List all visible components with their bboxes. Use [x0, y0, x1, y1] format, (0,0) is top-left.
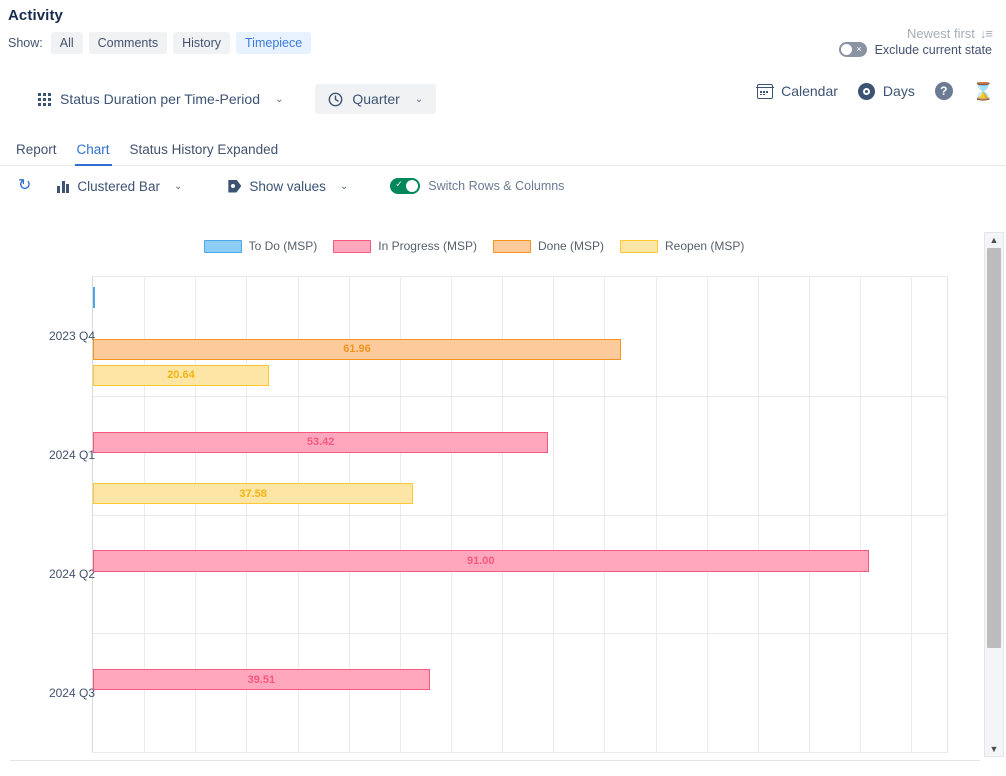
filter-chip-comments[interactable]: Comments [88, 32, 168, 54]
tag-icon [228, 179, 242, 193]
category-axis-label: 2024 Q3 [48, 685, 95, 700]
sort-order-label: Newest first [907, 26, 975, 41]
category-separator [93, 514, 947, 516]
exclude-current-state-toggle[interactable]: × [838, 42, 867, 57]
legend-label: Reopen (MSP) [665, 239, 745, 253]
switch-rows-columns-toggle[interactable]: ✓ [390, 178, 421, 194]
chevron-down-icon: ⌄ [173, 180, 183, 192]
chart-panel: To Do (MSP) In Progress (MSP) Done (MSP) Re… [0, 228, 1006, 760]
report-type-selector[interactable]: Status Duration per Time-Period ⌄ [28, 85, 293, 113]
chart-bar[interactable]: 20.64 [93, 364, 269, 386]
view-tabs: Report Chart Status History Expanded [0, 142, 1006, 166]
page-title: Activity [8, 7, 63, 24]
chart-legend: To Do (MSP) In Progress (MSP) Done (MSP) Re… [0, 228, 948, 264]
legend-item[interactable]: Done (MSP) [492, 239, 605, 253]
activity-filter-row: Show: All Comments History Timepiece [8, 32, 1006, 54]
scroll-up-arrow-icon[interactable]: ▲ [989, 235, 999, 245]
legend-item[interactable]: Reopen (MSP) [620, 239, 744, 253]
chart-bar[interactable]: 91.00 [93, 550, 869, 572]
units-button[interactable]: Days [857, 82, 915, 100]
chevron-down-icon: ⌄ [339, 180, 349, 192]
legend-label: In Progress (MSP) [378, 239, 477, 253]
target-icon [857, 82, 875, 100]
refresh-icon: ↺ [18, 177, 32, 194]
refresh-button[interactable]: ↺ [18, 177, 32, 194]
bar-value-label: 53.42 [306, 436, 335, 449]
legend-label: To Do (MSP) [248, 239, 318, 253]
bar-value-label: 20.64 [167, 369, 195, 382]
switch-rows-columns-control[interactable]: ✓ Switch Rows & Columns [390, 178, 564, 194]
scroll-down-arrow-icon[interactable]: ▼ [989, 744, 999, 754]
chart-vertical-scrollbar[interactable]: ▲ ▼ [984, 232, 1004, 757]
legend-swatch [333, 239, 372, 253]
show-values-selector[interactable]: Show values ⌄ [228, 179, 348, 194]
sort-order-control[interactable]: Newest first ↓≡ [907, 26, 993, 41]
show-values-label: Show values [249, 178, 326, 194]
sort-descending-icon: ↓≡ [979, 26, 993, 41]
legend-label: Done (MSP) [537, 239, 605, 253]
help-icon[interactable]: ? [934, 82, 953, 100]
exclude-current-state-label: Exclude current state [874, 42, 992, 57]
tab-status-history-expanded[interactable]: Status History Expanded [129, 142, 279, 157]
calendar-icon [756, 83, 774, 99]
category-axis-label: 2023 Q4 [48, 329, 95, 344]
toggle-check-icon: ✓ [395, 179, 403, 189]
chart-bar[interactable]: 37.58 [93, 483, 414, 505]
toggle-knob [406, 180, 419, 192]
category-separator [93, 395, 947, 397]
calendar-label: Calendar [781, 83, 838, 99]
period-selector[interactable]: Quarter ⌄ [315, 84, 437, 114]
legend-swatch [203, 239, 242, 253]
chart-type-selector[interactable]: Clustered Bar ⌄ [57, 179, 182, 194]
report-type-label: Status Duration per Time-Period [60, 91, 260, 107]
clock-icon [328, 92, 343, 106]
timepiece-toolbar: Status Duration per Time-Period ⌄ Quarte… [0, 78, 1006, 120]
bar-value-label: 39.51 [247, 673, 276, 686]
chart-bar[interactable] [93, 287, 95, 309]
chart-type-label: Clustered Bar [77, 178, 160, 194]
show-label: Show: [8, 36, 43, 50]
scrollbar-thumb[interactable] [987, 248, 1001, 648]
bar-value-label: 91.00 [467, 554, 495, 567]
category-axis-label: 2024 Q1 [48, 448, 95, 463]
bar-chart-icon [57, 180, 70, 193]
chevron-down-icon: ⌄ [274, 93, 284, 105]
legend-item[interactable]: To Do (MSP) [203, 239, 318, 253]
chart-plot-area: 2023 Q4 61.96 20.64 2024 Q1 53.42 37.58 2024 Q… [49, 276, 948, 753]
filter-chip-history[interactable]: History [173, 32, 230, 54]
chart-bar[interactable]: 39.51 [93, 669, 430, 691]
exclude-current-state-row: × Exclude current state [838, 42, 992, 57]
tab-report[interactable]: Report [16, 142, 57, 157]
toggle-x-icon: × [856, 44, 862, 54]
chart-bar[interactable]: 53.42 [93, 431, 549, 453]
chevron-down-icon: ⌄ [414, 93, 424, 105]
units-label: Days [882, 83, 915, 99]
switch-rows-columns-label: Switch Rows & Columns [428, 179, 565, 193]
period-label: Quarter [352, 91, 400, 107]
hourglass-icon[interactable]: ⌛ [972, 81, 994, 101]
filter-chip-all[interactable]: All [50, 32, 83, 54]
chart-bar[interactable]: 61.96 [93, 338, 622, 360]
toolbar-right-group: Calendar Days ? ⌛ [756, 81, 994, 101]
activity-header: Activity Show: All Comments History Time… [0, 0, 1006, 54]
filter-chip-timepiece[interactable]: Timepiece [236, 32, 312, 54]
calendar-button[interactable]: Calendar [756, 83, 838, 99]
chart-toolbar: ↺ Clustered Bar ⌄ Show values ⌄ ✓ Switch… [0, 177, 1006, 194]
toggle-knob [840, 44, 852, 55]
legend-swatch [492, 239, 531, 253]
bar-value-label: 61.96 [343, 343, 371, 356]
category-axis-label: 2024 Q2 [48, 566, 95, 581]
legend-swatch [620, 239, 659, 253]
category-separator [93, 633, 947, 635]
legend-item[interactable]: In Progress (MSP) [333, 239, 477, 253]
tab-chart[interactable]: Chart [74, 142, 112, 166]
grid-icon [38, 92, 51, 106]
bar-value-label: 37.58 [239, 487, 267, 500]
panel-bottom-divider [10, 760, 980, 761]
